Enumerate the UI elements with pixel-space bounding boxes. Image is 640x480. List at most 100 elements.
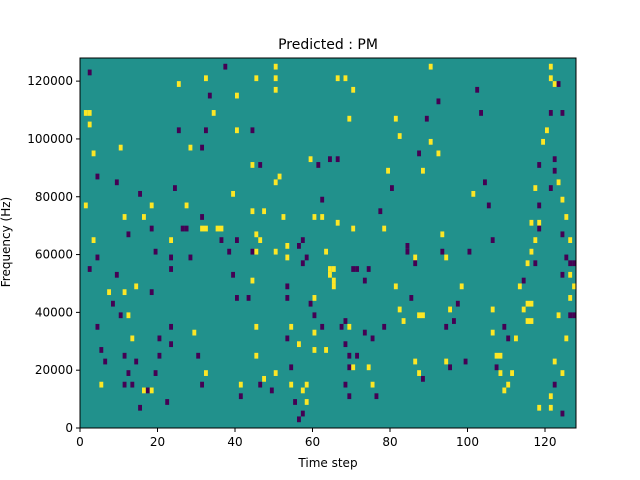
heatmap-cell-high <box>421 312 425 319</box>
heatmap-cell-high <box>281 214 286 220</box>
heatmap-cell-high <box>568 271 573 278</box>
heatmap-cell-high <box>541 138 546 145</box>
x-tick-label: 100 <box>456 435 479 449</box>
heatmap-cell-low <box>184 225 189 232</box>
heatmap-cell-high <box>335 219 340 226</box>
heatmap-cell-low <box>362 329 367 336</box>
heatmap-cell-low <box>111 300 115 307</box>
heatmap-cell-low <box>157 352 162 359</box>
heatmap-cell-low <box>312 312 317 319</box>
heatmap-cell-low <box>347 364 352 371</box>
heatmap-cell-low <box>285 335 290 342</box>
heatmap-cell-low <box>169 254 174 261</box>
heatmap-cell-high <box>304 399 309 405</box>
heatmap-cell-high <box>200 225 205 232</box>
heatmap-cell-low <box>231 271 236 278</box>
heatmap-cell-high <box>517 283 522 290</box>
heatmap-cell-low <box>122 381 127 388</box>
heatmap-cell-high <box>312 347 317 353</box>
heatmap-cell-high <box>273 75 278 82</box>
heatmap-cell-high <box>297 341 301 348</box>
heatmap-cell-low <box>297 416 301 423</box>
heatmap-cell-low <box>122 352 127 359</box>
heatmap-cell-low <box>176 127 181 134</box>
heatmap-cells <box>83 63 577 423</box>
heatmap-cell-high <box>494 352 499 359</box>
heatmap-cell-high <box>273 63 278 70</box>
heatmap-cell-low <box>188 254 193 261</box>
heatmap-cell-high <box>238 381 243 388</box>
heatmap-cell-low <box>169 266 174 272</box>
heatmap-cell-low <box>413 260 418 267</box>
x-tick-label: 80 <box>382 435 397 449</box>
heatmap-cell-high <box>304 381 309 388</box>
heatmap-cell-low <box>560 110 565 116</box>
x-tick-label: 0 <box>76 435 84 449</box>
heatmap-cell-low <box>405 243 410 249</box>
heatmap-cell-high <box>83 202 88 209</box>
heatmap-cell-low <box>300 410 305 417</box>
heatmap-cell-high <box>273 179 278 186</box>
heatmap-cell-high <box>320 214 325 220</box>
heatmap-cell-low <box>293 399 298 405</box>
heatmap-cell-high <box>289 323 294 330</box>
heatmap-cell-high <box>572 283 577 290</box>
heatmap-cell-high <box>537 219 542 226</box>
heatmap-cell-high <box>525 318 530 324</box>
heatmap-cell-high <box>417 370 422 376</box>
heatmap-cell-low <box>320 196 325 203</box>
heatmap-cell-high <box>552 358 557 365</box>
heatmap-cell-low <box>405 248 410 255</box>
heatmap-cell-low <box>494 364 499 371</box>
heatmap-cell-low <box>390 185 394 191</box>
heatmap-cell-low <box>452 318 456 324</box>
heatmap-cell-high <box>87 121 92 128</box>
heatmap-cell-low <box>374 393 379 400</box>
heatmap-cell-high <box>548 393 553 400</box>
heatmap-cell-low <box>138 404 143 411</box>
heatmap-cell-low <box>200 381 205 388</box>
heatmap-cell-low <box>548 185 553 191</box>
y-tick-label: 0 <box>65 421 73 435</box>
heatmap-cell-high <box>529 300 534 307</box>
heatmap-cell-low <box>223 63 228 70</box>
heatmap-cell-high <box>285 243 290 249</box>
heatmap-cell-low <box>258 381 263 388</box>
heatmap-cell-high <box>529 248 534 255</box>
heatmap-cell-high <box>107 289 112 296</box>
heatmap-cell-low <box>424 115 429 122</box>
heatmap-cell-high <box>250 277 255 284</box>
heatmap-cell-low <box>351 266 356 272</box>
heatmap-cell-low <box>568 312 573 319</box>
heatmap-cell-high <box>436 150 441 157</box>
heatmap-cell-low <box>417 150 422 157</box>
heatmap-cell-high <box>366 364 371 371</box>
heatmap-cell-high <box>347 115 352 122</box>
heatmap-cell-low <box>486 202 491 209</box>
heatmap-cell-high <box>529 219 534 226</box>
heatmap-cell-high <box>192 329 197 336</box>
heatmap-cell-low <box>173 185 177 191</box>
heatmap-cell-high <box>331 277 336 284</box>
heatmap-cell-low <box>537 202 542 209</box>
heatmap-cell-low <box>87 266 92 272</box>
heatmap-cell-high <box>91 237 96 243</box>
heatmap-cell-low <box>366 266 371 272</box>
plot-area <box>79 57 577 429</box>
heatmap-cell-high <box>490 329 495 336</box>
heatmap-cell-low <box>180 225 185 232</box>
heatmap-cell-low <box>300 260 305 267</box>
heatmap-cell-high <box>529 318 534 324</box>
heatmap-cell-high <box>514 335 518 342</box>
heatmap-cell-high <box>444 358 449 365</box>
heatmap-cell-high <box>506 381 511 388</box>
heatmap-cell-low <box>355 352 360 359</box>
heatmap-cell-low <box>552 156 557 163</box>
heatmap-cell-low <box>285 295 290 301</box>
x-axis: 0 20 40 60 80 100 120 <box>76 428 556 449</box>
heatmap-cell-low <box>316 162 321 168</box>
heatmap-cell-low <box>537 225 542 232</box>
heatmap-cell-high <box>448 306 453 313</box>
heatmap-cell-low <box>560 231 565 238</box>
heatmap-cell-high <box>328 266 332 272</box>
